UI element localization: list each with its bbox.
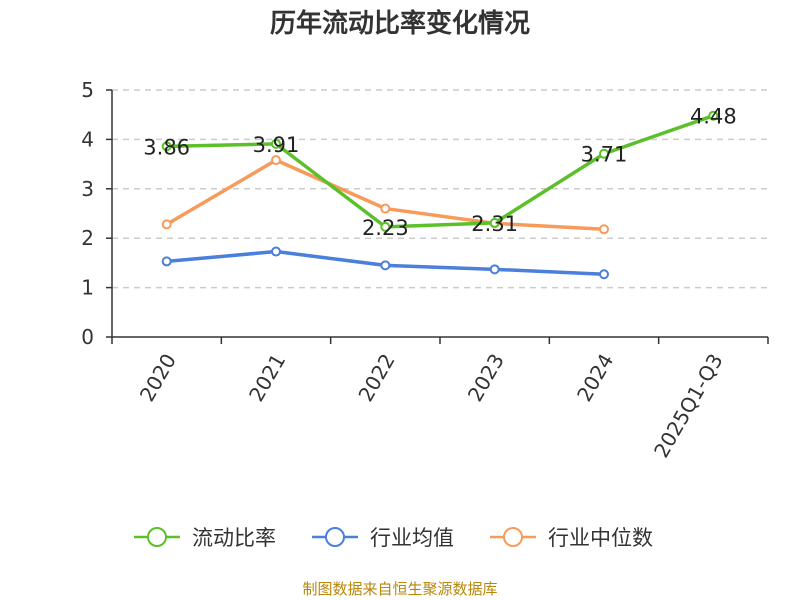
legend-label: 行业中位数 (548, 526, 653, 550)
data-label: 3.86 (143, 135, 190, 159)
series-lines (161, 110, 719, 280)
data-point (380, 221, 391, 232)
legend: 流动比率 行业均值 行业中位数 (134, 526, 653, 550)
chart-title: 历年流动比率变化情况 (270, 8, 530, 39)
data-point (271, 138, 281, 149)
data-label: 3.91 (253, 133, 300, 157)
data-point (271, 246, 281, 257)
data-point (380, 203, 391, 214)
x-tick-label: 2025Q1-Q3 (649, 350, 728, 462)
data-point (489, 264, 500, 275)
y-tick-label: 1 (81, 276, 94, 300)
legend-marker (325, 527, 345, 547)
legend-label: 流动比率 (192, 526, 276, 550)
x-tick-label: 2020 (135, 350, 181, 406)
data-label: 2.31 (471, 212, 518, 236)
legend-label: 行业均值 (370, 526, 454, 550)
legend-marker (503, 527, 523, 547)
data-label: 4.48 (690, 105, 737, 129)
data-point (599, 148, 609, 159)
data-point (708, 110, 719, 121)
y-tick-label: 2 (81, 226, 94, 250)
data-label: 3.71 (581, 143, 628, 167)
data-point (161, 256, 172, 267)
legend-marker (147, 527, 167, 547)
source-note: 制图数据来自恒生聚源数据库 (302, 580, 497, 598)
series-line (166, 114, 714, 229)
y-tick-label: 5 (81, 78, 94, 102)
x-tick-label: 2024 (572, 350, 618, 406)
data-point (489, 217, 500, 228)
y-tick-label: 0 (81, 325, 94, 349)
data-point (161, 141, 172, 152)
data-point (161, 219, 172, 230)
x-tick-label: 2023 (463, 349, 509, 405)
x-tick-label: 2022 (353, 350, 399, 406)
data-label: 2.23 (362, 216, 409, 240)
data-point (599, 269, 609, 280)
data-point (599, 224, 609, 235)
x-tick-label: 2021 (244, 350, 290, 406)
data-point (380, 260, 391, 271)
data-labels: 3.86 3.91 2.23 2.31 3.71 4.48 (143, 105, 736, 240)
y-tick-label: 3 (81, 177, 94, 201)
y-tick-label: 4 (81, 127, 94, 151)
data-point (271, 155, 281, 166)
